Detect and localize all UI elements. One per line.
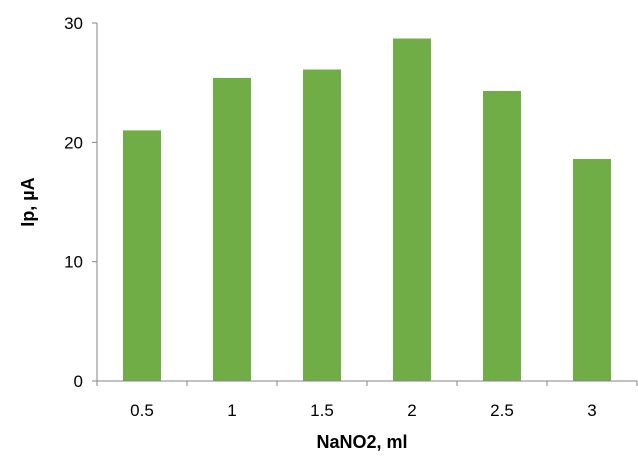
bar-3 [573,159,611,381]
x-axis-title: NaNO2, ml [316,432,407,452]
x-tick-label-2: 2 [407,401,416,420]
x-tick-label-1.5: 1.5 [310,401,334,420]
bar-2.5 [483,91,521,381]
y-tick-label-20: 20 [64,133,83,152]
bar-2 [393,38,431,381]
y-tick-label-30: 30 [64,14,83,33]
bar-1 [213,77,251,382]
bar-1.5 [303,69,341,381]
y-tick-label-10: 10 [64,253,83,272]
bar-0.5 [123,130,161,381]
bars-group [123,38,611,382]
x-axis: 0.5 1 1.5 2 2.5 3 [96,380,638,420]
x-tick-label-3: 3 [587,401,596,420]
x-tick-label-1: 1 [227,401,236,420]
x-tick-label-0.5: 0.5 [130,401,154,420]
y-axis-title: Ip, µA [18,177,38,226]
y-tick-label-0: 0 [74,372,83,391]
x-tick-label-2.5: 2.5 [490,401,514,420]
y-axis: 0 10 20 30 [64,14,98,391]
